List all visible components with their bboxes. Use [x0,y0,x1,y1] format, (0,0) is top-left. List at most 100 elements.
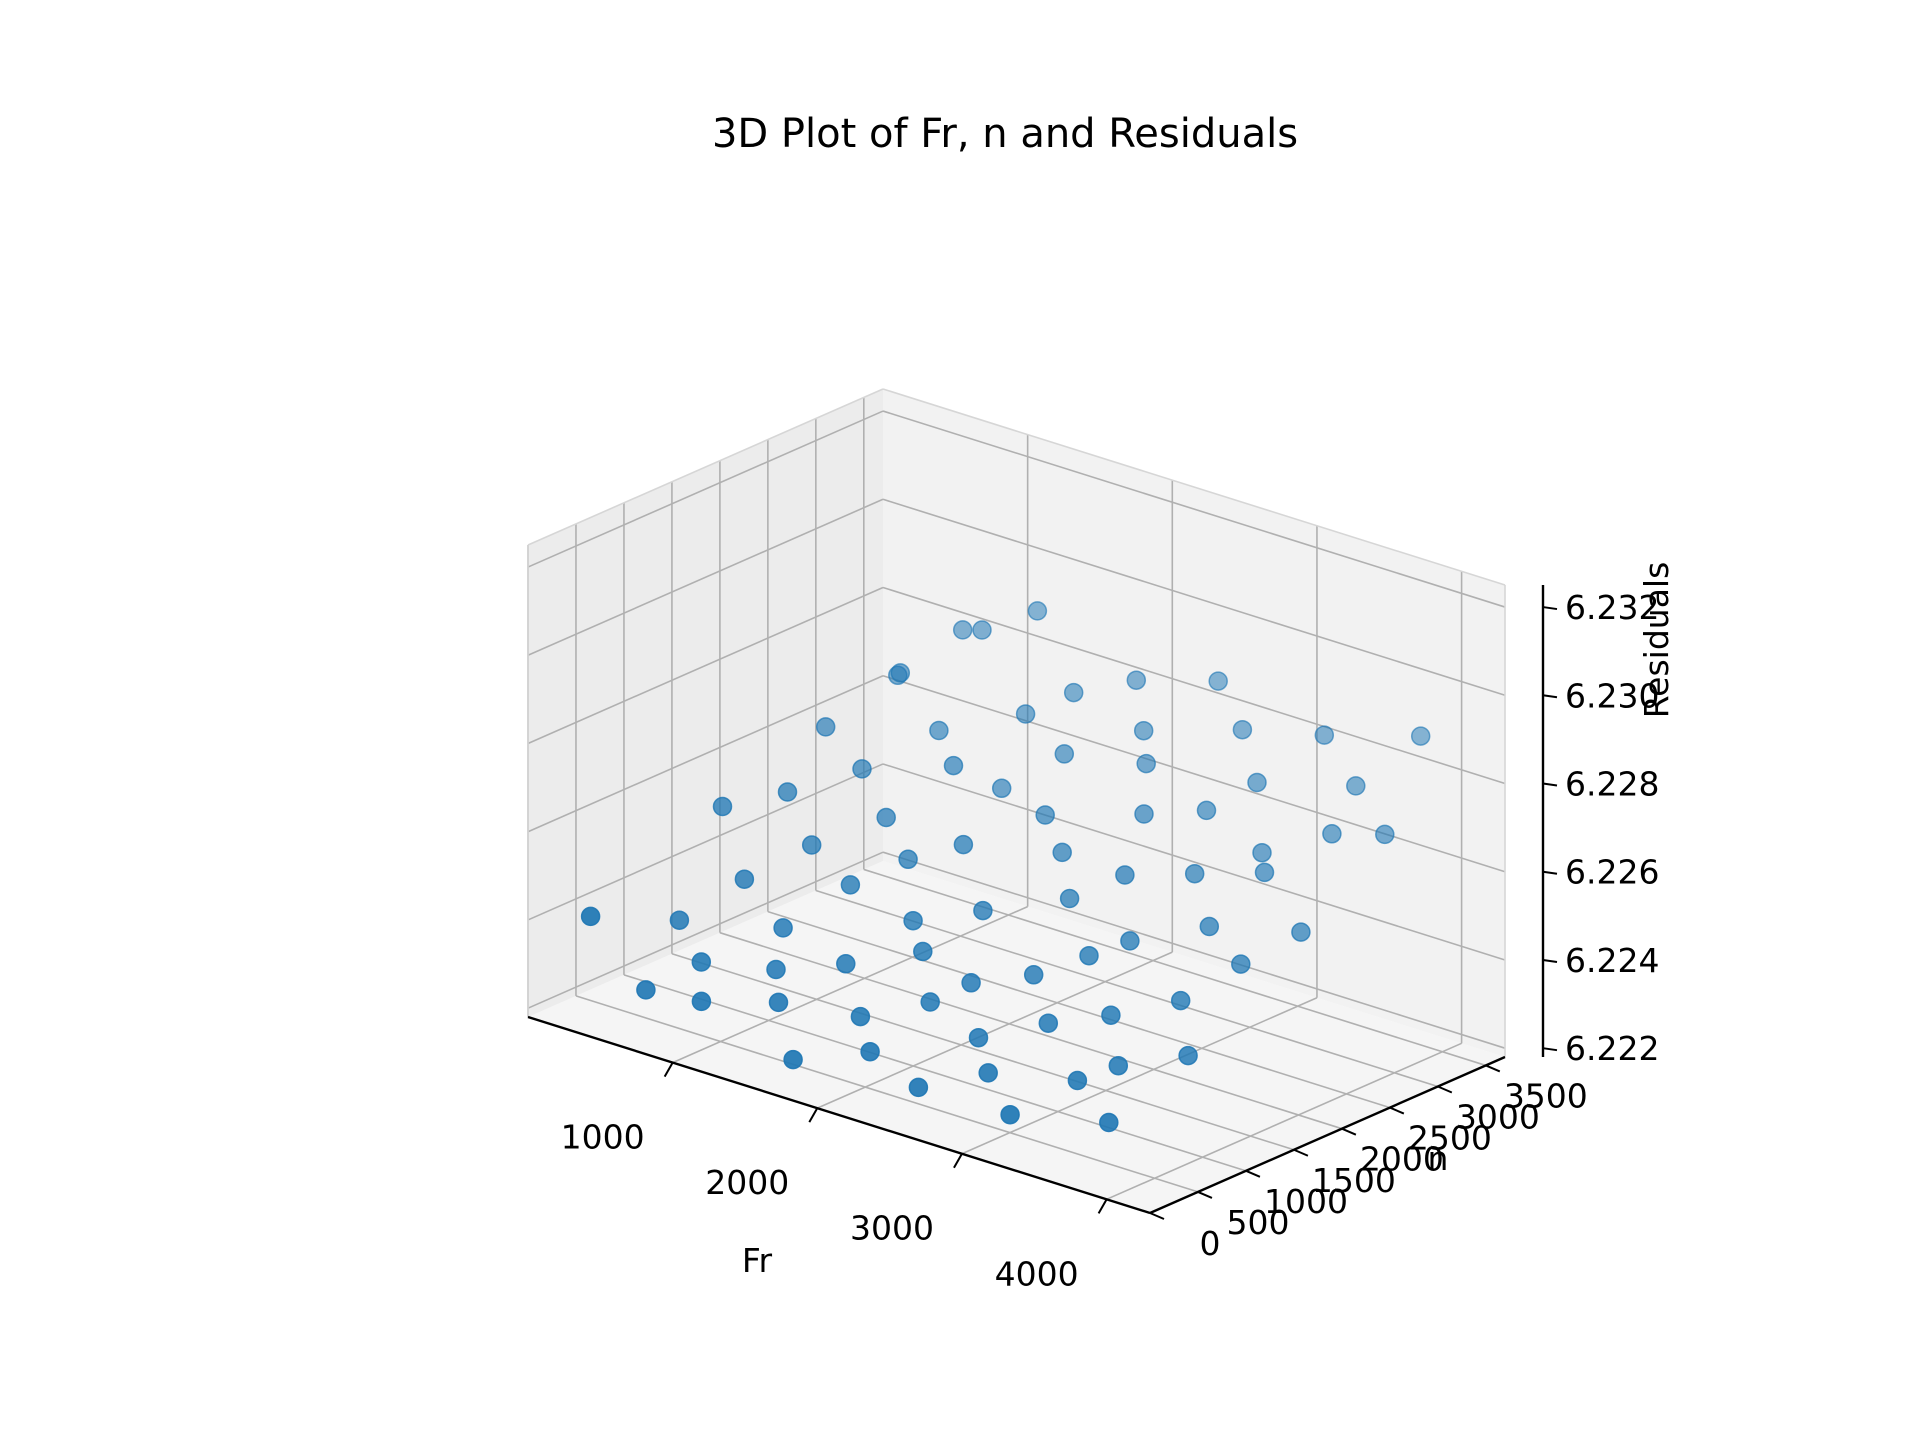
z-tick-label: 6.226 [1565,853,1659,892]
data-point [1000,1104,1020,1125]
data-point [636,980,656,1000]
data-point [1322,824,1342,844]
data-point [1314,725,1335,745]
data-point [1208,671,1228,691]
y-tick-mark [1437,1085,1453,1094]
data-point [972,620,992,640]
data-point [1126,670,1147,690]
data-point [1199,916,1220,937]
data-point [943,755,964,776]
data-point [580,906,601,927]
y-tick-label: 3500 [1504,1076,1588,1115]
data-point [669,910,690,930]
y-axis-label: n [1428,1139,1449,1178]
data-point [1178,1045,1198,1066]
data-point [852,759,872,779]
data-point [1067,1070,1088,1091]
data-point [1375,824,1395,845]
z-tick-mark [1542,606,1558,611]
y-tick-mark [1389,1106,1405,1115]
grid-line-x-floor [961,997,1318,1155]
y-tick-label: 2500 [1408,1119,1492,1158]
data-point [1254,862,1275,883]
grid-line-z-back [882,498,1506,697]
data-points [580,601,1431,1133]
data-point [1052,842,1072,863]
z-tick-label: 6.224 [1565,941,1659,980]
grid-line-z-back [882,851,1506,1049]
data-point [952,620,973,640]
z-tick-mark [1542,958,1558,963]
y-tick-label: 1500 [1312,1161,1396,1200]
x-tick-mark [663,1062,674,1078]
data-point [908,1077,929,1098]
grid-line-z-left [527,586,884,745]
grid-line-y-floor [863,868,1487,1067]
grid-line-z-back [882,586,1506,785]
z-tick-label: 6.222 [1565,1029,1659,1068]
x-tick-label: 4000 [995,1254,1079,1293]
x-tick-mark [1097,1198,1108,1214]
data-point [1346,776,1366,796]
back-pane [883,389,1505,1057]
data-point [783,1049,803,1070]
grid-line-y-floor [719,931,1343,1130]
data-point [1247,772,1267,793]
pane-edge [527,388,884,546]
x-axis-label: Fr [742,1241,773,1280]
y-tick-mark [1197,1190,1213,1199]
z-axis-label: Residuals [1637,562,1676,719]
grid-line-x-floor [1106,1042,1462,1201]
y-tick-label: 3000 [1456,1098,1540,1137]
data-point [1108,1055,1129,1076]
data-point [836,954,856,974]
data-point [777,782,798,802]
data-point [691,991,712,1012]
data-point [1035,805,1055,825]
grid-line-y-floor [575,995,1199,1193]
data-point [691,952,712,972]
grid-line-y-floor [671,952,1295,1151]
z-tick-mark [1542,870,1558,875]
data-point [1134,804,1154,824]
z-tick-mark [1542,694,1558,699]
data-point [773,918,793,938]
grid-line-y-floor [767,910,1391,1109]
grid-line-y-floor [623,974,1247,1172]
grid-line-z-back [882,674,1506,873]
data-point [766,959,786,980]
data-point [973,900,993,921]
data-point [1059,888,1080,909]
data-point [1136,753,1156,774]
data-point [991,778,1012,799]
data-point [734,869,755,889]
data-point [1170,990,1191,1011]
y-tick-label: 500 [1226,1203,1289,1242]
data-point [913,941,933,962]
data-point [1133,720,1154,741]
z-tick-label: 6.230 [1565,676,1659,715]
data-point [1063,682,1084,703]
data-point [876,807,896,828]
grid-line-z-left [527,674,884,833]
chart-title: 3D Plot of Fr, n and Residuals [712,111,1298,157]
y-tick-mark [1149,1212,1165,1220]
data-point [1015,704,1036,724]
data-point [1038,1013,1059,1033]
z-tick-label: 6.228 [1565,765,1659,804]
data-point [801,835,822,855]
data-point [898,849,918,870]
data-point [1196,800,1217,821]
grid-line-x-floor [816,951,1173,1109]
y-tick-label: 2000 [1360,1140,1444,1179]
x-tick-label: 1000 [561,1118,645,1157]
z-tick-label: 6.232 [1565,588,1659,627]
grid-line-z-back [882,763,1506,961]
data-point [1023,965,1044,985]
z-tick-mark [1542,782,1558,787]
data-point [712,796,733,817]
x-tick-mark [953,1153,963,1169]
data-point [1120,931,1140,951]
y-tick-label: 0 [1200,1224,1221,1263]
